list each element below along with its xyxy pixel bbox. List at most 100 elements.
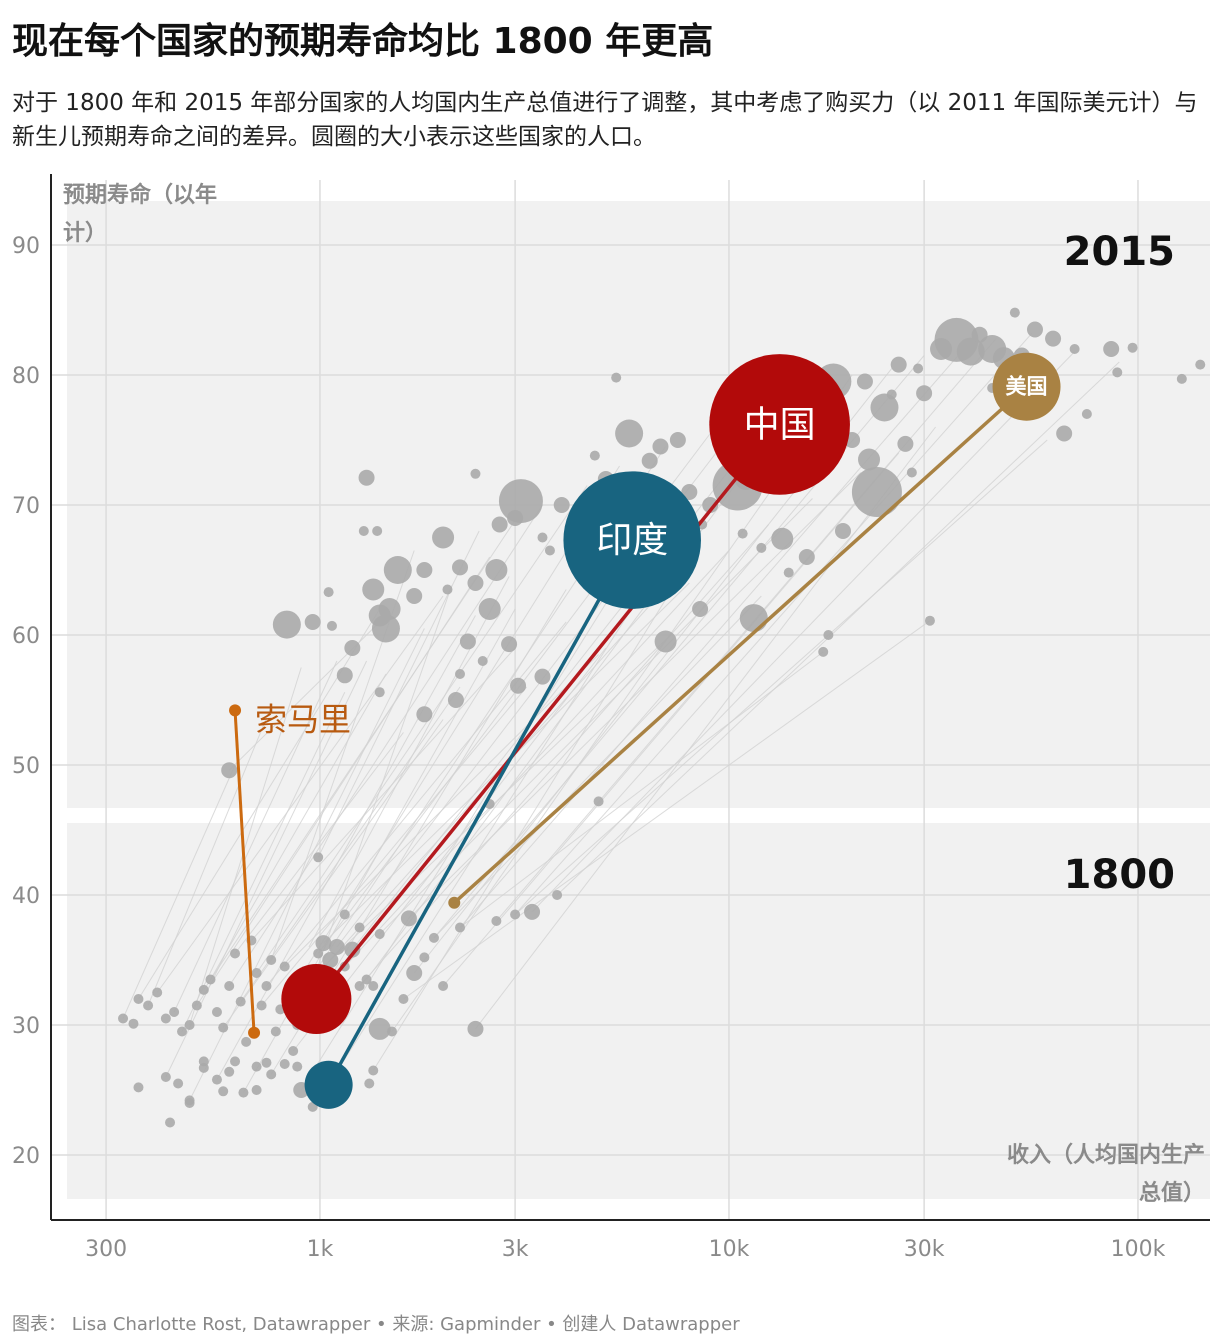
country-dot-2015 [1045,330,1062,347]
country-dot-2015 [501,636,518,653]
country-dot-2015 [1127,342,1138,353]
country-dot-2015 [870,393,899,422]
country-dot-1800 [160,1013,171,1024]
country-dot-2015 [1112,367,1123,378]
country-dot-2015 [886,389,897,400]
country-dot-2015 [589,450,600,461]
panel-1800 [67,823,1210,1199]
country-dot-1800 [270,1026,281,1037]
country-dot-2015 [537,532,548,543]
country-connector-line [122,764,236,1019]
country-dot-1800 [339,909,350,920]
country-dot-2015 [1056,425,1073,442]
country-connector-line [156,595,444,993]
country-dot-1800 [266,955,277,965]
y-tick-label: 40 [12,884,40,909]
country-dot-2015 [553,497,570,513]
country-dot-1800 [419,952,430,963]
country-dot-2015 [818,646,829,657]
country-dot-2015 [798,549,815,565]
country-dot-2015 [823,630,834,640]
country-dot-2015 [756,542,767,553]
country-dot-1800 [524,903,541,920]
country-dot-2015 [478,598,501,620]
country-dot-1800 [177,1026,188,1037]
country-dot-1800 [406,965,423,981]
country-dot-2015 [510,677,527,694]
country-connector-line [240,686,461,1002]
country-connector-line [189,667,302,1026]
country-dot-2015 [851,467,902,517]
country-dot-2015 [654,630,677,653]
country-dot-2015 [652,438,669,455]
country-connector-line [403,620,931,1000]
y-tick-label: 50 [12,754,40,779]
country-dot-2015 [406,588,423,604]
country-dot-2015 [477,656,488,666]
country-connector-line [256,485,588,974]
country-dot-1800 [238,1087,249,1098]
country-dot-1800 [211,1074,222,1085]
country-dot-2015 [452,559,469,576]
country-dot-1800 [218,1022,229,1033]
country-dot-2015 [344,640,361,656]
country-dot-1800 [428,932,439,943]
country-dot-1800 [160,1072,171,1082]
country-connector-line [514,333,1033,915]
country-connector-line [329,634,671,961]
somalia-connector-line [233,710,256,1033]
panel-label-2015: 2015 [1064,229,1175,275]
usa-label: 美国 [1006,375,1048,399]
usa-dot-2015 [992,352,1061,421]
chart-title: 现在每个国家的预期寿命均比 1800 年更高 [12,21,714,62]
country-dot-1800 [491,916,502,926]
country-connector-line [203,511,522,991]
country-dot-1800 [292,1061,303,1072]
y-tick-label: 90 [12,234,40,259]
y-tick-label: 60 [12,624,40,649]
country-dot-1800 [438,981,449,991]
country-dot-2015 [906,467,917,478]
x-tick-label: 10k [709,1237,750,1262]
country-connector-line [173,660,338,1013]
country-connector-line [319,563,661,1099]
country-dot-2015 [416,562,433,578]
country-dot-1800 [118,1013,129,1024]
country-connector-line [308,576,510,948]
country-dot-2015 [669,432,686,448]
country-dot-2015 [856,373,873,390]
usa-connector-line [453,385,1028,905]
india-connector-line [327,539,634,1086]
background-layer [67,201,1210,1199]
country-dot-2015 [1026,321,1043,338]
country-dot-2015 [858,448,881,471]
country-dot-1800 [143,1000,154,1011]
country-dot-1800 [184,1098,195,1108]
country-dot-1800 [400,910,417,927]
country-dot-1800 [354,922,365,933]
country-connector-line [317,530,480,858]
country-dot-2015 [374,687,385,698]
china-label: 中国 [744,404,816,445]
country-dot-2015 [1195,359,1206,370]
country-connector-line [442,452,900,987]
country-dot-1800 [374,929,385,939]
country-dot-1800 [251,1085,262,1095]
somalia-dot-2015 [229,704,242,717]
y-tick-label: 20 [12,1144,40,1169]
country-dot-2015 [916,385,933,402]
country-dot-2015 [593,796,604,807]
country-connector-line [459,651,824,928]
country-dot-1800 [279,961,290,972]
country-connector-line [475,426,936,1030]
country-dot-1800 [467,1020,484,1037]
country-dot-1800 [165,1117,176,1128]
country-dot-2015 [416,706,433,723]
country-dot-2015 [611,372,622,383]
country-dot-1800 [354,981,365,991]
country-dot-2015 [890,356,907,373]
x-tick-label: 1k [307,1237,334,1262]
country-dot-2015 [442,584,453,595]
country-dot-2015 [641,452,658,469]
